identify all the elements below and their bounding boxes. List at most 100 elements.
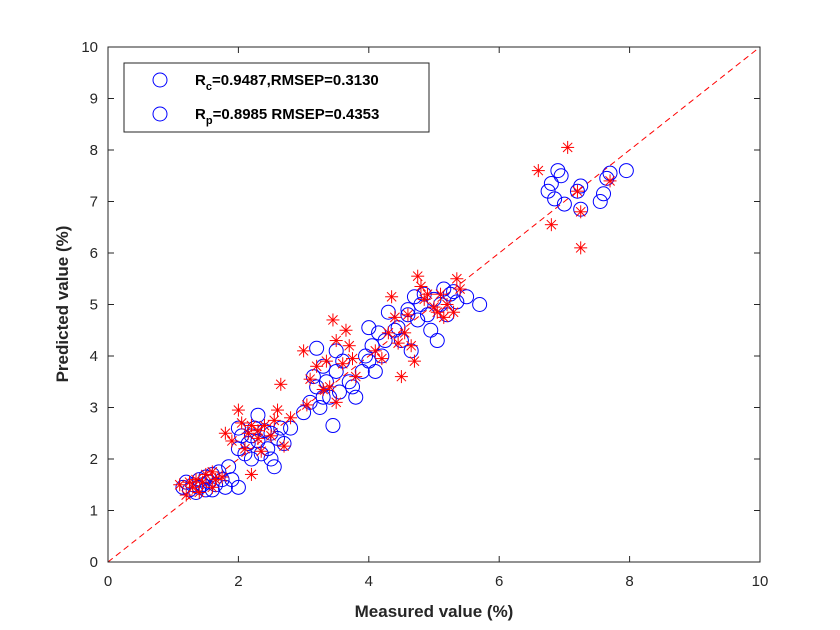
data-point-asterisk — [274, 377, 288, 391]
data-point-asterisk — [271, 403, 285, 417]
y-tick-label: 2 — [90, 451, 98, 468]
x-tick-label: 4 — [365, 573, 373, 590]
data-point-asterisk — [284, 411, 298, 425]
data-point-asterisk — [303, 372, 317, 386]
data-point-asterisk — [420, 287, 434, 301]
data-point-circle — [596, 186, 612, 202]
data-point-asterisk — [199, 467, 213, 481]
data-point-circle — [618, 163, 634, 179]
y-tick-label: 0 — [90, 554, 98, 571]
data-point-circle — [592, 194, 608, 209]
data-point-asterisk — [414, 279, 428, 293]
data-point-circle — [569, 183, 585, 199]
legend-marker-circle — [152, 72, 168, 88]
data-point-asterisk — [385, 290, 399, 304]
data-points-layer — [173, 140, 634, 502]
data-point-asterisk — [326, 313, 340, 327]
data-point-circle — [550, 163, 566, 179]
data-point-circle — [556, 196, 572, 212]
data-point-circle — [328, 363, 344, 379]
data-point-circle — [348, 389, 364, 405]
data-point-asterisk — [453, 282, 467, 296]
data-point-circle — [459, 289, 475, 305]
data-point-asterisk — [339, 323, 353, 337]
data-point-asterisk — [603, 174, 617, 188]
legend: Rc=0.9487,RMSEP=0.3130 Rp=0.8985 RMSEP=0.… — [123, 62, 430, 133]
data-point-asterisk — [251, 424, 265, 438]
data-point-circle — [266, 459, 282, 475]
y-tick-label: 3 — [90, 400, 98, 417]
data-point-asterisk — [437, 310, 451, 324]
data-point-asterisk — [381, 326, 395, 340]
data-point-circle — [367, 363, 383, 379]
data-point-circle — [273, 420, 289, 436]
data-point-asterisk — [244, 467, 258, 481]
data-point-asterisk — [205, 480, 219, 494]
y-tick-label: 10 — [81, 39, 98, 56]
data-point-circle — [302, 394, 318, 410]
data-point-circle — [410, 312, 426, 328]
data-point-circle — [547, 191, 563, 207]
y-tick-label: 1 — [90, 503, 98, 520]
legend-marker-circle — [152, 106, 168, 122]
data-point-asterisk — [349, 370, 363, 384]
data-point-circle — [250, 407, 266, 423]
data-point-circle — [325, 418, 341, 434]
data-point-circle — [400, 307, 416, 323]
data-point-asterisk — [231, 403, 245, 417]
data-point-asterisk — [375, 352, 389, 366]
data-point-asterisk — [251, 431, 265, 445]
legend-label: Rc=0.9487,RMSEP=0.3130 — [195, 72, 379, 93]
data-point-circle — [230, 420, 246, 436]
data-point-asterisk — [394, 370, 408, 384]
data-point-circle — [423, 322, 439, 338]
data-point-asterisk — [407, 354, 421, 368]
data-point-asterisk — [267, 413, 281, 427]
data-point-asterisk — [310, 359, 324, 373]
data-point-asterisk — [404, 339, 418, 353]
data-point-circle — [309, 340, 325, 356]
data-point-asterisk — [238, 442, 252, 456]
legend-label: Rp=0.8985 RMSEP=0.4353 — [195, 106, 379, 127]
data-point-asterisk — [561, 140, 575, 154]
data-point-asterisk — [277, 439, 291, 453]
y-tick-label: 5 — [90, 297, 98, 314]
data-point-asterisk — [215, 470, 229, 484]
data-point-asterisk — [388, 310, 402, 324]
data-point-asterisk — [319, 354, 333, 368]
data-point-circle — [553, 168, 569, 184]
data-point-circle — [543, 175, 559, 191]
y-tick-label: 8 — [90, 142, 98, 159]
data-point-asterisk — [440, 298, 454, 311]
data-point-circle — [221, 459, 237, 475]
data-point-circle — [429, 333, 445, 349]
data-point-asterisk — [225, 434, 239, 448]
x-tick-label: 10 — [752, 573, 769, 590]
data-point-asterisk — [244, 419, 258, 433]
x-tick-label: 2 — [234, 573, 242, 590]
data-point-asterisk — [544, 218, 558, 232]
data-point-asterisk — [531, 164, 545, 178]
data-point-circle — [472, 297, 488, 312]
data-point-asterisk — [570, 184, 584, 198]
data-point-asterisk — [391, 336, 405, 350]
data-point-asterisk — [574, 205, 588, 219]
data-point-asterisk — [398, 326, 412, 340]
data-point-asterisk — [368, 344, 382, 358]
data-point-asterisk — [254, 444, 268, 458]
data-point-circle — [361, 320, 377, 336]
data-point-asterisk — [192, 485, 206, 499]
data-point-asterisk — [323, 380, 337, 394]
data-point-asterisk — [300, 398, 314, 412]
data-point-circle — [230, 479, 246, 495]
data-point-asterisk — [264, 429, 278, 443]
data-point-asterisk — [218, 426, 232, 440]
data-point-asterisk — [297, 344, 311, 358]
data-point-asterisk — [417, 292, 431, 306]
data-point-asterisk — [346, 352, 359, 366]
data-point-asterisk — [205, 465, 219, 479]
data-point-asterisk — [329, 334, 343, 348]
data-point-asterisk — [329, 395, 343, 409]
data-point-asterisk — [401, 308, 415, 322]
